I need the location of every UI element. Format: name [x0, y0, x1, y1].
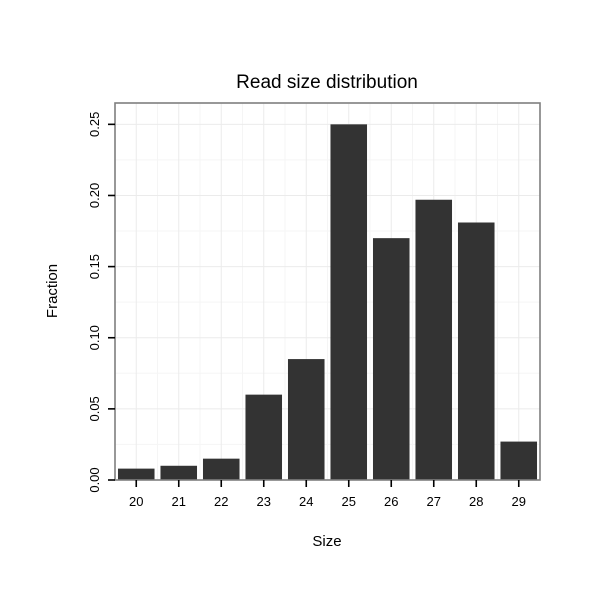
bars-group — [117, 124, 538, 480]
bar-26 — [372, 238, 410, 480]
bar-24 — [287, 359, 325, 480]
x-tick-label-21: 21 — [172, 494, 186, 509]
bar-25 — [330, 124, 368, 480]
x-tick-label-26: 26 — [384, 494, 398, 509]
x-tick-labels: 20 21 22 23 24 25 26 27 28 29 — [129, 494, 526, 509]
bar-22 — [202, 458, 240, 480]
bar-21 — [160, 465, 198, 480]
x-tick-label-27: 27 — [427, 494, 441, 509]
x-tick-label-22: 22 — [214, 494, 228, 509]
y-tick-label-0.20: 0.20 — [87, 183, 102, 208]
bar-29 — [500, 441, 538, 480]
chart-title: Read size distribution — [236, 72, 418, 93]
x-tick-label-23: 23 — [257, 494, 271, 509]
y-tick-label-0.05: 0.05 — [87, 396, 102, 421]
bar-23 — [245, 394, 283, 480]
bar-28 — [457, 222, 495, 480]
x-tick-label-20: 20 — [129, 494, 143, 509]
y-tick-label-0.25: 0.25 — [87, 112, 102, 137]
bar-20 — [117, 468, 155, 480]
x-tick-label-29: 29 — [512, 494, 526, 509]
y-tick-labels: 0.00 0.05 0.10 0.15 0.20 0.25 — [87, 112, 102, 493]
panel-border — [114, 102, 541, 481]
x-tick-label-28: 28 — [469, 494, 483, 509]
x-tick-label-25: 25 — [342, 494, 356, 509]
y-axis-title: Fraction — [44, 264, 61, 318]
bar-27 — [415, 199, 453, 480]
y-tick-label-0.10: 0.10 — [87, 325, 102, 350]
grid-minor-lines — [115, 103, 540, 480]
y-tick-label-0.15: 0.15 — [87, 254, 102, 279]
x-tick-label-24: 24 — [299, 494, 313, 509]
x-axis-title: Size — [312, 533, 341, 550]
y-tick-label-0.00: 0.00 — [87, 467, 102, 492]
axis-ticks — [108, 123, 520, 487]
